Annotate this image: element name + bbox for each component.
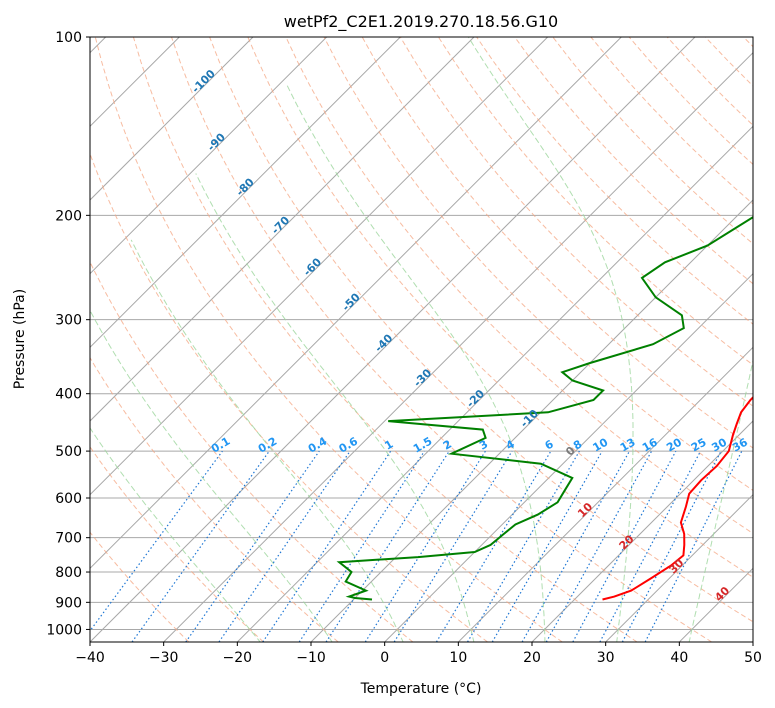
isotherm-line [457, 346, 753, 642]
y-tick-label: 300 [55, 313, 82, 329]
mixing-ratio-line [521, 450, 631, 642]
y-tick-label: 900 [55, 595, 82, 611]
x-tick-label: −10 [296, 650, 326, 666]
dry-adiabat [171, 37, 712, 642]
isotherm-line [752, 641, 753, 642]
isotherm-line [90, 37, 328, 275]
dry-adiabat [209, 37, 753, 623]
moist-adiabat [285, 83, 546, 642]
mixing-ratio-line [185, 450, 320, 642]
moist-adiabat [130, 239, 404, 642]
dry-adiabat [399, 37, 753, 407]
isotherm-line [236, 125, 753, 642]
mixing-ratio-line [466, 450, 580, 642]
y-tick-label: 600 [55, 491, 82, 507]
moist-adiabat [467, 37, 634, 642]
dry-adiabat [285, 37, 753, 535]
mixing-ratio-line [545, 450, 653, 642]
isotherm-line [90, 37, 401, 349]
isotherm-line [605, 493, 753, 642]
isotherm-line [90, 37, 254, 201]
dry-adiabat [132, 37, 638, 642]
dry-adiabat [514, 37, 753, 285]
mixing-ratio-line [325, 450, 450, 642]
x-axis-label: Temperature (°C) [360, 681, 482, 697]
dry-adiabat [361, 37, 753, 449]
x-tick-label: 10 [449, 650, 467, 666]
dry-adiabat [90, 356, 339, 642]
dry-adiabat [323, 37, 753, 491]
isotherm-line [90, 37, 622, 570]
isotherm-line [384, 272, 753, 642]
chart-title: wetPf2_C2E1.2019.270.18.56.G10 [284, 12, 558, 32]
x-tick-label: −20 [223, 650, 253, 666]
y-tick-label: 800 [55, 565, 82, 581]
y-axis-label: Pressure (hPa) [12, 289, 28, 389]
isotherm-line [90, 37, 696, 642]
y-tick-label: 700 [55, 531, 82, 547]
x-tick-label: −30 [149, 650, 179, 666]
dry-adiabat [90, 152, 488, 642]
y-tick-label: 400 [55, 387, 82, 403]
isotherm-line [90, 37, 549, 496]
y-tick-label: 500 [55, 444, 82, 460]
mixing-ratio-line [364, 450, 486, 642]
x-tick-label: 30 [597, 650, 615, 666]
y-tick-label: 200 [55, 208, 82, 224]
plot-frame [89, 36, 754, 643]
moist-adiabat [90, 309, 333, 642]
moist-adiabat [195, 173, 475, 642]
dewpoint-profile-line [336, 216, 753, 601]
moist-adiabat [90, 427, 261, 642]
x-tick-label: 50 [744, 650, 762, 666]
dry-adiabat [90, 260, 414, 642]
mixing-ratio-line [491, 450, 603, 642]
dry-adiabat [247, 37, 753, 578]
dry-adiabat [437, 37, 753, 366]
isotherm-line [90, 37, 475, 422]
dry-adiabat [94, 37, 563, 642]
x-tick-label: 20 [523, 650, 541, 666]
mixing-ratio-line [393, 450, 513, 642]
y-tick-label: 100 [55, 30, 82, 46]
dry-adiabat [90, 446, 264, 642]
mixing-ratio-line [435, 450, 552, 642]
x-tick-label: −40 [75, 650, 105, 666]
isotherm-line [531, 420, 753, 642]
plot-background [90, 37, 753, 642]
mixing-ratio-line [218, 450, 351, 642]
x-tick-label: 0 [380, 650, 389, 666]
y-tick-label: 1000 [46, 622, 82, 638]
x-tick-label: 40 [670, 650, 688, 666]
dry-adiabat [90, 531, 190, 642]
isotherm-line [163, 51, 753, 642]
temperature-profile-line [602, 396, 753, 601]
mixing-ratio-line [572, 450, 677, 642]
